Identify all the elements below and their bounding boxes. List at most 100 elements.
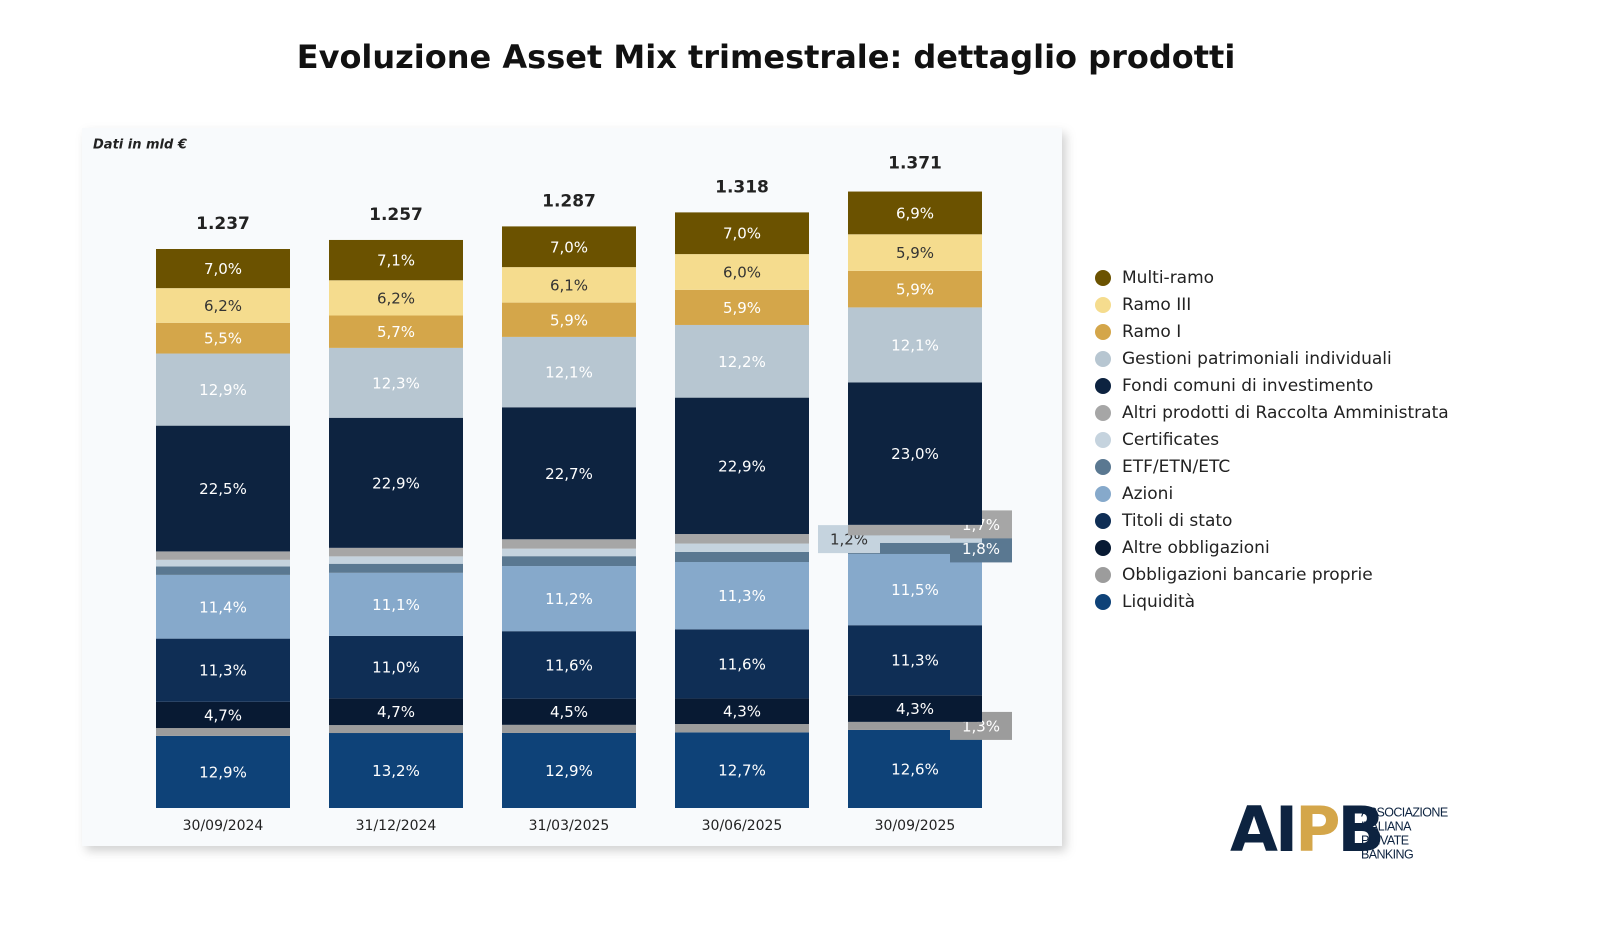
bar-segment [502, 302, 636, 337]
bar-segment [675, 732, 809, 808]
data-label: 5,9% [896, 281, 934, 299]
logo-letters: B [1338, 793, 1382, 866]
data-label: 22,9% [372, 474, 420, 492]
legend-swatch [1095, 486, 1111, 502]
bar-segment [329, 556, 463, 564]
legend-swatch [1095, 459, 1111, 475]
bar-segment [675, 562, 809, 630]
data-label: 5,9% [550, 311, 588, 329]
bar-segment [675, 397, 809, 535]
data-label: 1,3% [962, 717, 1000, 735]
data-label: 11,0% [372, 659, 420, 677]
data-label: 7,0% [723, 225, 761, 243]
data-label: 4,3% [896, 700, 934, 718]
bar-segment [329, 547, 463, 557]
data-label: 4,3% [723, 703, 761, 721]
bar-segment [502, 631, 636, 699]
bar-segment [329, 417, 463, 548]
legend-label: Multi-ramo [1122, 268, 1214, 288]
total-label: 1.318 [715, 177, 769, 197]
logo-text: ITALIANA [1361, 819, 1412, 833]
x-tick-label: 30/09/2025 [875, 818, 956, 834]
data-label: 23,0% [891, 445, 939, 463]
data-label: 7,0% [204, 260, 242, 278]
subtitle: Dati in mld € [93, 138, 187, 153]
data-label: 11,5% [891, 581, 939, 599]
total-label: 1.371 [888, 153, 942, 173]
bar-segment [848, 535, 982, 543]
chart-title: Evoluzione Asset Mix trimestrale: dettag… [297, 38, 1236, 76]
data-label: 6,2% [377, 289, 415, 307]
bar-segment [156, 551, 290, 560]
data-label: 11,2% [545, 590, 593, 608]
bar-segment [502, 407, 636, 540]
data-label: 22,7% [545, 465, 593, 483]
legend-label: Obbligazioni bancarie proprie [1122, 565, 1373, 585]
bar-segment [675, 551, 809, 563]
total-label: 1.257 [369, 205, 423, 225]
data-label: 11,6% [718, 655, 766, 673]
bar-segment [675, 254, 809, 290]
bar-segment [675, 212, 809, 255]
bar-segment [675, 289, 809, 325]
legend-label: Titoli di stato [1121, 511, 1232, 531]
legend-swatch [1095, 378, 1111, 394]
bar-segment [675, 543, 809, 552]
bar-segment [502, 539, 636, 549]
data-label: 12,7% [718, 762, 766, 780]
data-label: 12,3% [372, 374, 420, 392]
bar-segment [675, 698, 809, 725]
legend-swatch [1095, 567, 1111, 583]
bar-segment [675, 534, 809, 544]
bar-segment [156, 701, 290, 729]
bar-segment [848, 625, 982, 696]
legend-label: Fondi comuni di investimento [1122, 376, 1373, 396]
data-label: 7,1% [377, 252, 415, 270]
data-label: 11,4% [199, 598, 247, 616]
data-label: 4,5% [550, 703, 588, 721]
bar-segment [675, 324, 809, 398]
bar-segment [156, 566, 290, 575]
bar-segment [848, 307, 982, 383]
bar-segment [329, 635, 463, 699]
bar-segment [848, 270, 982, 308]
bar-segment [848, 234, 982, 271]
data-label: 6,0% [723, 263, 761, 281]
bar-segment [502, 226, 636, 268]
data-label: 12,9% [199, 381, 247, 399]
legend-label: Gestioni patrimoniali individuali [1122, 349, 1392, 369]
bar-segment [848, 553, 982, 626]
data-label: 13,2% [372, 762, 420, 780]
data-label: 5,9% [723, 299, 761, 317]
legend-label: Certificates [1122, 430, 1219, 450]
data-label: 5,9% [896, 244, 934, 262]
bar-segment [502, 556, 636, 567]
bar-segment [329, 347, 463, 418]
bar-segment [848, 729, 982, 808]
legend-swatch [1095, 513, 1111, 529]
bar-segment [675, 629, 809, 699]
data-label: 5,5% [204, 330, 242, 348]
bar-segment [502, 548, 636, 557]
bar-segment [502, 732, 636, 808]
bar-segment [156, 574, 290, 639]
data-label: 6,2% [204, 297, 242, 315]
data-label: 11,3% [718, 587, 766, 605]
x-tick-label: 30/09/2024 [183, 818, 264, 834]
legend-label: Ramo III [1122, 295, 1191, 315]
data-label: 7,0% [550, 238, 588, 256]
data-label: 5,7% [377, 323, 415, 341]
data-label: 1,8% [962, 540, 1000, 558]
legend-label: ETF/ETN/ETC [1122, 457, 1230, 477]
bar-segment [848, 524, 982, 536]
legend-swatch [1095, 270, 1111, 286]
bar-segment [156, 288, 290, 323]
legend-swatch [1095, 324, 1111, 340]
bar-segment [156, 735, 290, 808]
bar-segment [848, 382, 982, 525]
bar-segment [502, 698, 636, 725]
legend-label: Liquidità [1122, 592, 1195, 612]
bar-segment [329, 572, 463, 636]
bar-segment [329, 725, 463, 734]
x-tick-label: 30/06/2025 [702, 818, 783, 834]
